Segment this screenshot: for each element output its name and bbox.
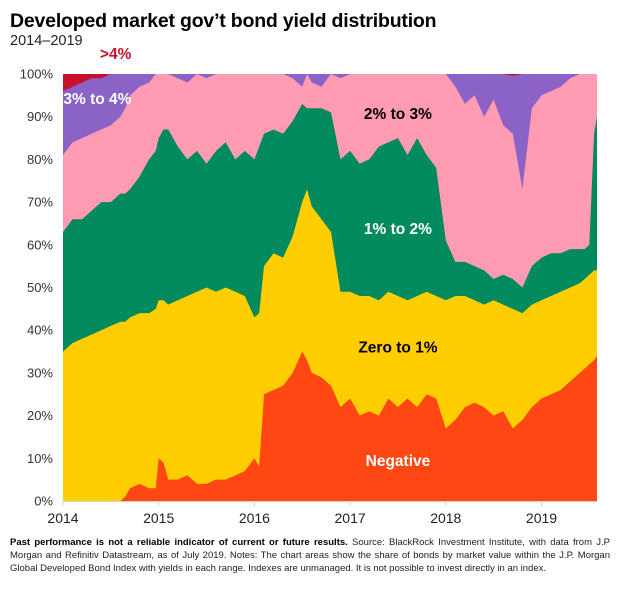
area-negative: [63, 351, 597, 501]
y-tick-label: 50%: [27, 280, 53, 295]
y-tick-label: 30%: [27, 365, 53, 380]
y-tick-label: 10%: [27, 451, 53, 466]
footnote-disclaimer: Past performance is not a reliable indic…: [10, 537, 348, 548]
x-tick-label: 2017: [335, 510, 366, 526]
chart-subtitle: 2014–2019: [10, 33, 83, 49]
area-labels: >4% 3% to 4% 2% to 3% 1% to 2% Zero to 1% Neg…: [63, 46, 437, 470]
x-tick-label: 2019: [526, 510, 557, 526]
y-tick-label: 70%: [27, 195, 53, 210]
x-tick-label: 2016: [239, 510, 270, 526]
footnote: Past performance is not a reliable indic…: [10, 536, 610, 575]
area-label-4: >4%: [100, 46, 132, 63]
y-tick-label: 40%: [27, 323, 53, 338]
y-tick-label: 20%: [27, 408, 53, 423]
x-tick-label: 2014: [47, 510, 78, 526]
area-label-1-to-2: 1% to 2%: [364, 221, 432, 238]
y-tick-label: 0%: [34, 494, 53, 509]
footnote-source: Source: BlackRock Investment Institute, …: [10, 537, 610, 574]
x-tick-label: 2015: [143, 510, 174, 526]
y-tick-label: 100%: [20, 67, 54, 82]
x-axis: 2014 2015 2016 2017 2018 2019: [47, 501, 597, 526]
y-tick-label: 80%: [27, 152, 53, 167]
y-tick-label: 60%: [27, 237, 53, 252]
area-label-3-to-4: 3% to 4%: [63, 91, 131, 108]
area-label-2-to-3: 2% to 3%: [364, 106, 432, 123]
area-label-negative: Negative: [366, 453, 431, 470]
y-tick-label: 90%: [27, 109, 53, 124]
stacked-area-chart: 0%10%20%30%40%50%60%70%80%90%100% 2014 20…: [20, 46, 597, 526]
y-axis: 0% 10% 20% 30% 40% 50% 60% 70% 80% 90% 100%: [20, 67, 54, 509]
x-tick-label: 2018: [430, 510, 461, 526]
area-label-zero-to-1: Zero to 1%: [358, 339, 437, 356]
chart-title: Developed market gov’t bond yield distri…: [10, 10, 437, 32]
area-layer: [63, 74, 597, 502]
